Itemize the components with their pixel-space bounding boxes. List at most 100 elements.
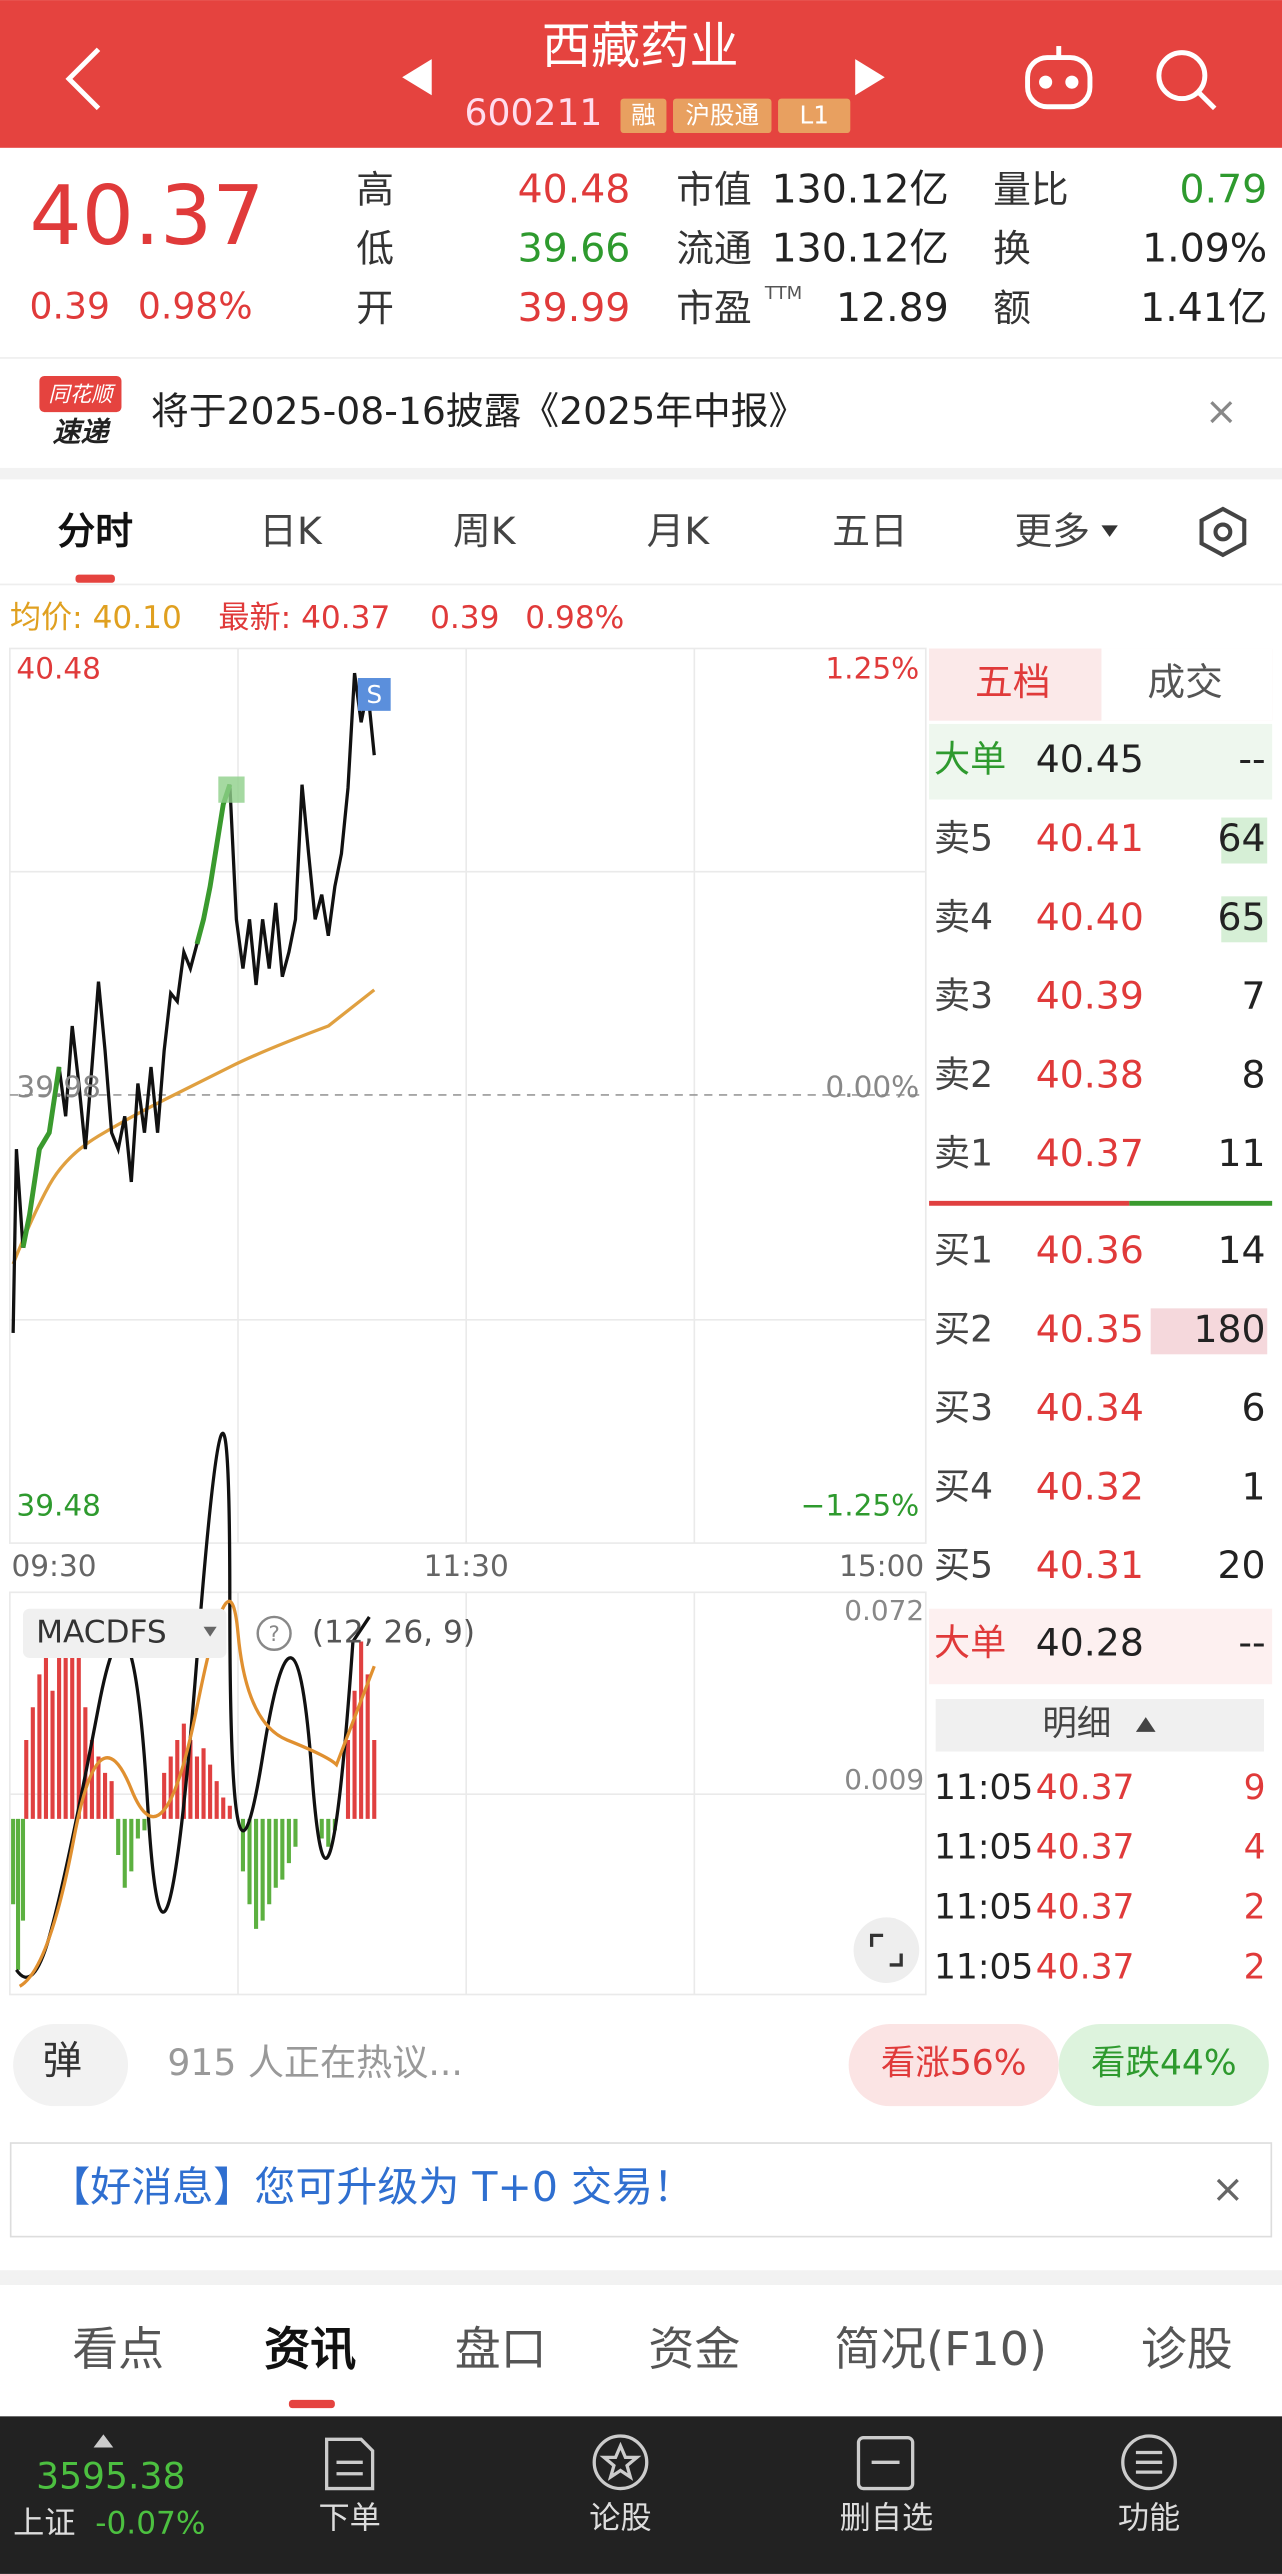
bear-button[interactable] xyxy=(1058,2024,1269,2107)
stock-tag-text: 融 xyxy=(631,101,656,130)
chart-tab[interactable]: 日K xyxy=(259,509,323,553)
chart-tab[interactable]: 五日 xyxy=(832,509,908,553)
level-price: 40.38 xyxy=(1036,1052,1144,1096)
level-volume: 6 xyxy=(1242,1386,1266,1430)
volume-bar xyxy=(1221,817,1268,864)
logo-text: 同花顺 xyxy=(48,383,116,408)
settings-icon[interactable] xyxy=(1199,506,1247,558)
level-volume: -- xyxy=(1238,737,1265,781)
s-marker-text: S xyxy=(366,680,382,709)
stat-label: 额 xyxy=(993,286,1031,330)
chart-tab[interactable]: 月K xyxy=(647,509,711,553)
stat-value: 39.66 xyxy=(518,226,631,272)
stat-value: 1.09% xyxy=(1142,226,1267,272)
volume-bar xyxy=(1150,1308,1268,1355)
stock-tag-text: 沪股通 xyxy=(685,101,759,130)
section-tab[interactable]: 看点 xyxy=(72,2322,164,2376)
close-notice[interactable] xyxy=(1210,401,1233,424)
detail-header-bg xyxy=(935,1699,1264,1752)
danmu-button[interactable] xyxy=(13,2024,129,2107)
indicator-select[interactable] xyxy=(22,1608,227,1658)
bull-button[interactable] xyxy=(848,2024,1059,2107)
b-marker xyxy=(218,776,245,803)
section-tab[interactable]: 盘口 xyxy=(455,2322,547,2376)
level-volume: 11 xyxy=(1218,1131,1266,1175)
trade-volume: 4 xyxy=(1244,1828,1266,1868)
expand-icon xyxy=(869,1933,903,1967)
level-price: 40.41 xyxy=(1036,816,1144,860)
chart-tab[interactable]: 周K xyxy=(453,509,517,553)
orderbook-tab[interactable]: 五档 xyxy=(975,660,1051,704)
time-label: 11:30 xyxy=(424,1549,509,1583)
level-label: 买3 xyxy=(934,1386,993,1429)
stat-value: 0.79 xyxy=(1180,167,1268,213)
notice-text: 将于2025-08-16披露《2025年中报》 xyxy=(151,389,806,433)
stat-label: 开 xyxy=(356,286,394,330)
orderbook-tab[interactable]: 成交 xyxy=(1147,660,1223,704)
price-change: 0.39 xyxy=(30,285,110,328)
price-low: 39.48 xyxy=(16,1488,101,1522)
section-tab[interactable]: 简况(F10) xyxy=(834,2322,1047,2376)
help-icon[interactable] xyxy=(256,1615,292,1651)
bull-text: 看涨56% xyxy=(881,2044,1027,2084)
big-buy-bg xyxy=(929,1608,1273,1685)
level-label: 买4 xyxy=(934,1465,993,1508)
stock-code: 600211 xyxy=(465,91,603,134)
stat-label: 量比 xyxy=(993,168,1069,212)
stat-label: 低 xyxy=(356,227,394,271)
back-button[interactable] xyxy=(65,47,101,111)
level-price: 40.35 xyxy=(1036,1307,1144,1351)
price-change-pct: 0.98% xyxy=(138,285,253,328)
level-label: 买2 xyxy=(934,1307,993,1350)
stat-value: 130.12亿 xyxy=(772,167,949,213)
level-label: 卖4 xyxy=(934,895,993,938)
stock-title: 西藏药业 xyxy=(542,17,739,75)
footer-item[interactable]: 下单 xyxy=(318,2501,380,2537)
macd-tick: 0.009 xyxy=(844,1763,924,1796)
level-label: 买1 xyxy=(934,1229,993,1272)
robot-icon[interactable] xyxy=(1025,46,1093,110)
trade-volume: 2 xyxy=(1244,1948,1266,1988)
pct-base: 0.00% xyxy=(825,1070,919,1104)
help-glyph: ? xyxy=(268,1622,279,1647)
chart-tab[interactable]: 更多 xyxy=(1014,509,1090,553)
trade-price: 40.37 xyxy=(1036,1828,1135,1868)
latest-change-pct: 0.98% xyxy=(525,600,624,636)
avg-line xyxy=(11,988,376,1265)
trade-time: 11:05 xyxy=(934,1768,1033,1808)
stock-tag xyxy=(620,98,667,134)
stock-tag-text: L1 xyxy=(799,101,828,130)
trade-volume: 2 xyxy=(1244,1888,1266,1928)
section-tab[interactable]: 资金 xyxy=(648,2322,740,2376)
promo-box[interactable] xyxy=(9,2142,1273,2238)
level-label: 大单 xyxy=(934,1621,1006,1664)
tab-indicator xyxy=(288,2399,335,2409)
section-tab[interactable]: 诊股 xyxy=(1141,2322,1233,2376)
section-tab[interactable]: 资讯 xyxy=(264,2322,356,2376)
level-label: 买5 xyxy=(934,1544,993,1587)
level-price: 40.45 xyxy=(1036,737,1144,781)
discussion-text[interactable]: 915 人正在热议... xyxy=(167,2041,462,2084)
trade-time: 11:05 xyxy=(934,1888,1033,1928)
chart-tab[interactable]: 分时 xyxy=(57,509,133,553)
footer-item[interactable]: 删自选 xyxy=(840,2501,934,2537)
detail-title[interactable]: 明细 xyxy=(1042,1704,1111,1744)
trade-price: 40.37 xyxy=(1036,1948,1135,1988)
prev-stock[interactable] xyxy=(402,59,432,96)
stat-label: 换 xyxy=(993,227,1031,271)
close-promo[interactable] xyxy=(1216,2178,1239,2201)
detail-arrow xyxy=(1135,1717,1156,1732)
level-label: 卖3 xyxy=(934,974,993,1017)
pct-low: −1.25% xyxy=(801,1488,920,1522)
next-stock[interactable] xyxy=(855,59,885,96)
danmu-label: 弹 xyxy=(43,2038,82,2084)
footer-item[interactable]: 论股 xyxy=(589,2501,651,2537)
level-price: 40.40 xyxy=(1036,895,1144,939)
stat-value: 40.48 xyxy=(518,167,631,213)
settings-icon xyxy=(1213,522,1233,542)
expand-button[interactable] xyxy=(853,1917,920,1983)
price-high: 40.48 xyxy=(16,651,101,685)
footer-item[interactable]: 功能 xyxy=(1118,2501,1180,2537)
search-icon[interactable] xyxy=(1156,50,1217,111)
